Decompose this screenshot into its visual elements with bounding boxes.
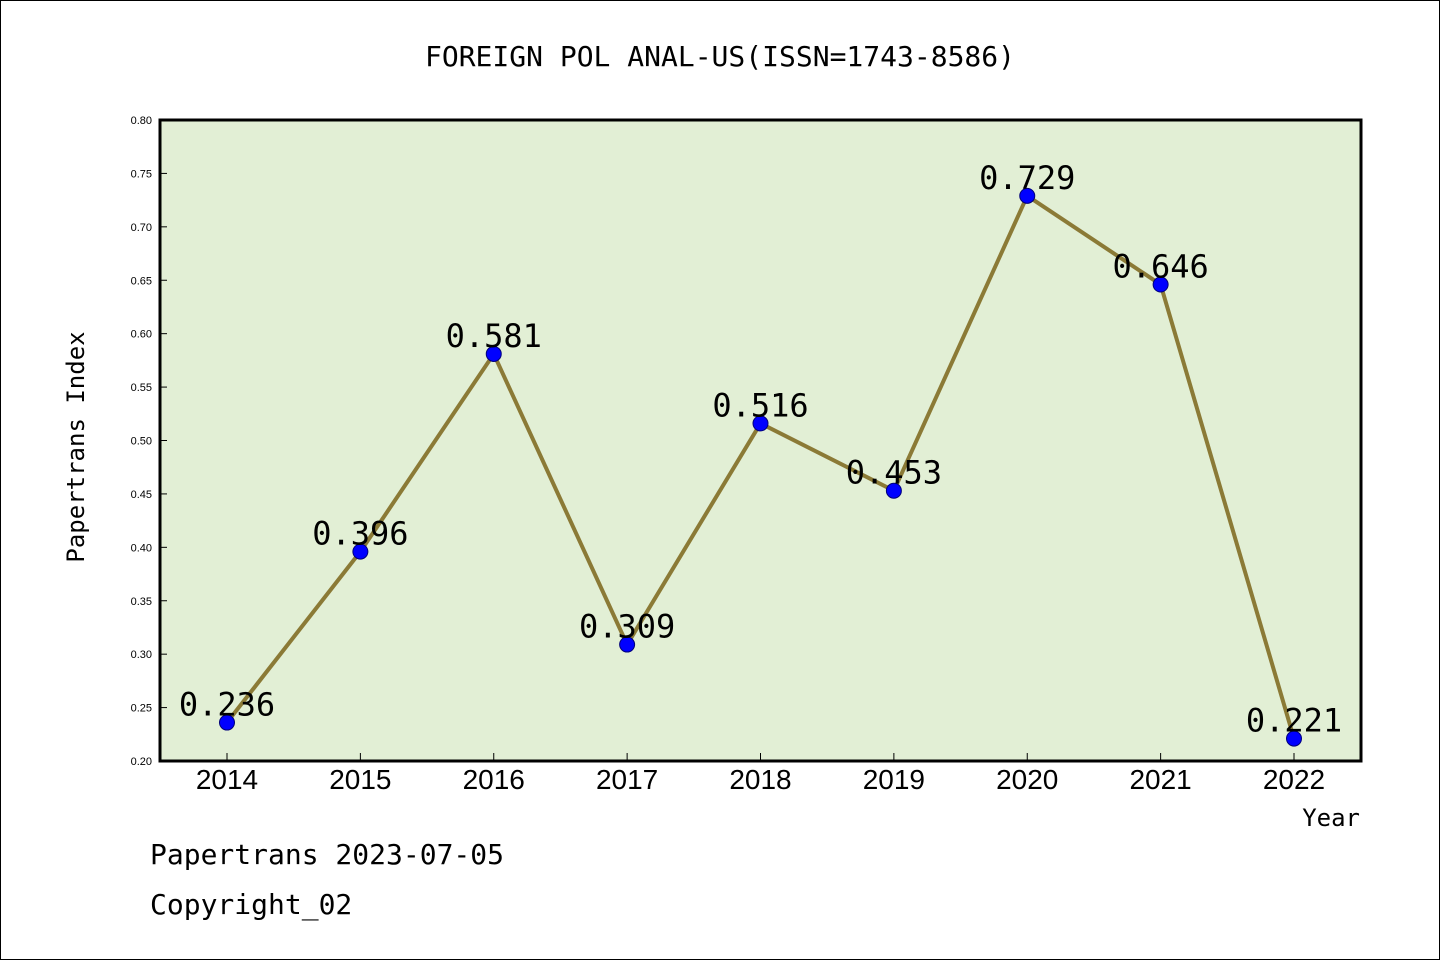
y-tick-label: 0.35 — [131, 596, 152, 608]
y-tick-label: 0.30 — [131, 649, 152, 661]
y-tick-label: 0.60 — [131, 329, 152, 341]
x-tick-label: 2017 — [596, 764, 658, 795]
footer-date: Papertrans 2023-07-05 — [150, 838, 504, 871]
plot-area — [158, 118, 1363, 763]
footer-copyright: Copyright_02 — [150, 888, 352, 922]
x-tick-label: 2019 — [863, 764, 925, 795]
data-label: 0.453 — [846, 454, 942, 492]
marker-group — [219, 187, 1302, 747]
x-tick-label: 2016 — [463, 764, 525, 795]
y-tick-label: 0.55 — [131, 382, 152, 394]
data-label: 0.396 — [312, 515, 408, 553]
x-tick-label: 2015 — [329, 764, 391, 795]
x-axis: 2014 2015 2016 2017 2018 2019 2020 2021 2022 — [196, 753, 1325, 795]
y-tick-label: 0.80 — [131, 115, 152, 127]
data-point — [219, 714, 235, 731]
data-point — [619, 636, 636, 653]
y-tick-label: 0.40 — [131, 542, 152, 554]
y-tick-label: 0.25 — [131, 703, 152, 715]
y-tick-label: 0.20 — [131, 756, 152, 768]
y-axis-label: Papertrans Index — [62, 331, 90, 562]
y-tick-label: 0.50 — [131, 436, 152, 448]
data-label-group: 0.236 0.396 0.581 0.309 0.516 0.453 0.729 0.646… — [179, 159, 1342, 740]
y-tick-label: 0.65 — [131, 275, 152, 287]
y-tick-label: 0.70 — [131, 222, 152, 234]
x-tick-label: 2020 — [996, 764, 1058, 795]
y-axis: 0.20 0.25 0.30 0.35 0.40 0.45 0.50 0.55 0.60 0.65… — [131, 115, 167, 768]
data-point — [1286, 730, 1302, 747]
chart-title: FOREIGN POL ANAL-US(ISSN=1743-8586) — [425, 40, 1015, 73]
data-label: 0.516 — [712, 386, 808, 424]
y-tick-label: 0.75 — [131, 168, 152, 180]
data-point — [485, 345, 502, 362]
data-label: 0.221 — [1246, 702, 1342, 740]
data-point — [752, 415, 769, 432]
data-point — [885, 482, 902, 499]
data-point — [352, 543, 369, 560]
data-point — [1019, 187, 1036, 204]
y-tick-label: 0.45 — [131, 489, 152, 501]
x-tick-label: 2022 — [1263, 764, 1325, 795]
x-axis-label: Year — [1302, 804, 1360, 832]
data-label: 0.581 — [446, 317, 542, 355]
x-tick-label: 2021 — [1129, 764, 1191, 795]
data-label: 0.729 — [979, 159, 1075, 197]
x-tick-label: 2018 — [729, 764, 791, 795]
data-label: 0.309 — [579, 608, 675, 646]
data-point — [1152, 276, 1169, 293]
data-label: 0.646 — [1112, 248, 1208, 286]
x-tick-label: 2014 — [196, 764, 258, 795]
data-label: 0.236 — [179, 686, 275, 724]
